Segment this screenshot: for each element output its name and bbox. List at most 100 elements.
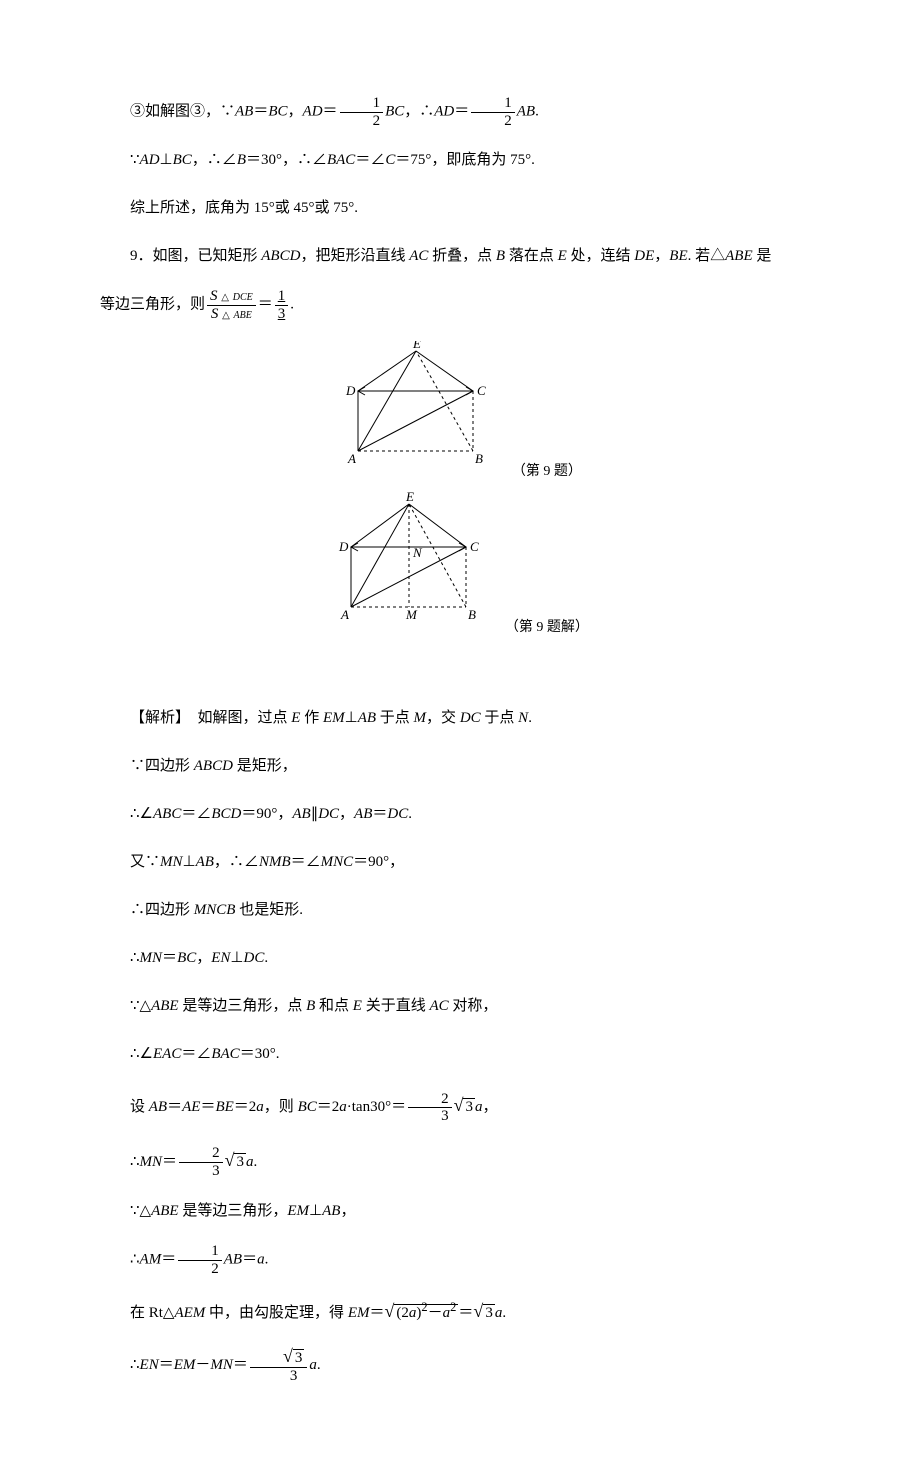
text: 作: [300, 710, 323, 726]
var-MN: MN: [140, 1154, 163, 1170]
text: ＝: [167, 1099, 182, 1115]
text: ，: [196, 950, 211, 966]
var-NMB: NMB: [259, 854, 291, 870]
para-19: ∴EN＝EM－MN＝√33a.: [100, 1347, 820, 1384]
text: ⊥: [230, 950, 243, 966]
text: .: [290, 296, 294, 312]
text: ∴: [130, 1154, 140, 1170]
para-15: ∴MN＝23√3a.: [100, 1141, 820, 1181]
var-BC: BC: [385, 103, 404, 119]
text: ，: [288, 103, 303, 119]
text: ，: [482, 1099, 497, 1115]
text: ＝: [162, 950, 177, 966]
var-EM: EM: [174, 1357, 196, 1373]
para-9: 又∵MN⊥AB，∴∠NMB＝∠MNC＝90°，: [100, 846, 820, 879]
fraction-23: 23: [408, 1091, 452, 1125]
var-EM: EM: [323, 710, 345, 726]
text: 处，连结: [567, 248, 635, 264]
var-BC: BC: [298, 1099, 317, 1115]
text: . 若△: [688, 248, 726, 264]
para-2: ∵AD⊥BC，∴∠B＝30°，∴∠BAC＝∠C＝75°，即底角为 75°.: [100, 144, 820, 177]
text: ，∴∠: [214, 854, 259, 870]
para-7: ∵四边形 ABCD 是矩形，: [100, 750, 820, 783]
text: ＝2: [234, 1099, 257, 1115]
text: ∴四边形: [130, 902, 194, 918]
text: ＝: [454, 103, 469, 119]
svg-text:N: N: [412, 545, 423, 560]
var-AD: AD: [434, 103, 454, 119]
svg-text:C: C: [477, 383, 486, 398]
var-AB: AB: [358, 710, 376, 726]
text: .: [408, 806, 412, 822]
sqrt3-c: √3: [473, 1305, 494, 1321]
text: ，∴∠: [192, 152, 237, 168]
text: .: [502, 1305, 506, 1321]
text: .: [264, 950, 268, 966]
var-BE: BE: [669, 248, 687, 264]
text: 关于直线: [362, 998, 430, 1014]
text: 和点: [315, 998, 353, 1014]
text: ＝: [458, 1305, 473, 1321]
var-ABE: ABE: [725, 248, 753, 264]
text: ∴: [130, 1357, 140, 1373]
text: 【解析】 如解图，过点: [130, 710, 291, 726]
text: ∵: [130, 152, 140, 168]
var-BC: BC: [268, 103, 287, 119]
var-B: B: [496, 248, 505, 264]
figures-block: ABCDE （第 9 题） ABCDEMN （第 9 题解）: [100, 337, 820, 644]
var-ABC: ABC: [153, 806, 181, 822]
text: ，: [654, 248, 669, 264]
svg-text:B: B: [468, 607, 476, 622]
text: ∵△: [130, 1203, 151, 1219]
figure-1-label: （第 9 题）: [512, 464, 582, 479]
text: 设: [130, 1099, 149, 1115]
text: 是: [753, 248, 772, 264]
var-E: E: [558, 248, 567, 264]
figure-1: ABCDE: [338, 341, 508, 471]
text: 等边三角形，则: [100, 296, 205, 312]
var-AEM: AEM: [174, 1305, 205, 1321]
var-AB: AB: [292, 806, 310, 822]
var-a: a: [309, 1357, 317, 1373]
para-10: ∴四边形 MNCB 也是矩形.: [100, 894, 820, 927]
text: 是等边三角形，点: [179, 998, 307, 1014]
var-AD: AD: [140, 152, 160, 168]
var-a: a: [339, 1099, 347, 1115]
text: ＝: [372, 806, 387, 822]
text: 落在点: [505, 248, 558, 264]
para-13: ∴∠EAC＝∠BAC＝30°.: [100, 1038, 820, 1071]
text: 于点: [376, 710, 414, 726]
var-AB: AB: [517, 103, 535, 119]
svg-text:E: E: [412, 341, 421, 351]
text: ，把矩形沿直线: [300, 248, 409, 264]
var-ABE: ABE: [151, 1203, 179, 1219]
var-EM: EM: [348, 1305, 370, 1321]
para-5: 等边三角形，则S △ DCES △ ABE＝13.: [100, 288, 820, 322]
var-BC: BC: [173, 152, 192, 168]
svg-text:B: B: [475, 451, 483, 466]
para-18: 在 Rt△AEM 中，由勾股定理，得 EM＝√(2a)2－a2＝√3a.: [100, 1292, 820, 1332]
page: ③如解图③，∵AB＝BC，AD＝12BC，∴AD＝12AB. ∵AD⊥BC，∴∠…: [100, 95, 820, 1384]
text: ＝∠: [291, 854, 321, 870]
svg-text:A: A: [347, 451, 356, 466]
svg-text:C: C: [470, 539, 479, 554]
var-MN: MN: [160, 854, 183, 870]
sqrt-expr: √(2a)2－a2: [385, 1305, 459, 1321]
var-B: B: [237, 152, 246, 168]
para-3: 综上所述，底角为 15°或 45°或 75°.: [100, 192, 820, 225]
var-ABCD: ABCD: [194, 758, 233, 774]
text: 折叠，点: [428, 248, 496, 264]
text: ＝30°，∴∠: [246, 152, 327, 168]
text: ＝: [258, 296, 273, 312]
text: ＝: [323, 103, 338, 119]
text: ＝: [369, 1305, 384, 1321]
var-MNCB: MNCB: [194, 902, 236, 918]
var-M: M: [414, 710, 427, 726]
var-AD: AD: [303, 103, 323, 119]
text: 在 Rt△: [130, 1305, 174, 1321]
text: ＝∠: [181, 806, 211, 822]
var-EN: EN: [211, 950, 230, 966]
svg-text:E: E: [405, 492, 414, 504]
text: ＝: [161, 1252, 176, 1268]
var-EAC: EAC: [153, 1046, 181, 1062]
